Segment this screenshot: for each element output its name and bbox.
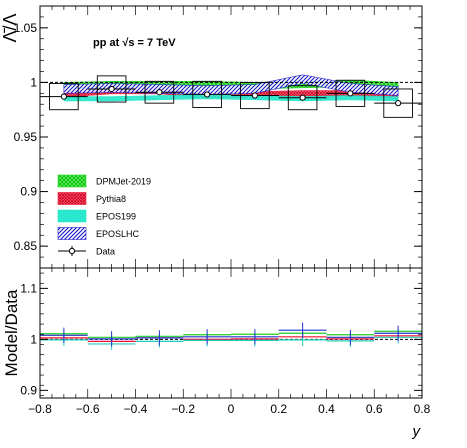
legend-label: DPMJet-2019 (96, 177, 151, 187)
legend-label: Pythia8 (96, 194, 126, 204)
y-tick-label: 0.9 (20, 185, 37, 199)
y-axis-label: Model/Data (2, 289, 21, 376)
bottom-panel: 0.9 1 1.1 −0.8 −0.6 −0.4 −0.2 0 0.2 0.4 0.6 0.8 Mo… (2, 267, 431, 440)
x-axis-ticks: −0.8 −0.6 −0.4 −0.2 0 0.2 0.4 0.6 0.8 (28, 268, 431, 416)
y-axis-ticks: 0.85 0.9 0.95 1 1.05 (14, 5, 422, 269)
data-series (40, 75, 422, 118)
y-tick-label: 1.05 (14, 21, 38, 35)
legend-swatch (57, 192, 87, 205)
ratio-series (40, 322, 422, 351)
y-axis-ticks: 0.9 1 1.1 (20, 272, 422, 397)
data-point (251, 92, 258, 99)
x-axis-ticks (39, 6, 423, 268)
x-tick-label: 0 (228, 402, 235, 416)
data-point (347, 90, 354, 97)
legend-swatch (57, 227, 87, 240)
legend-swatch (57, 174, 87, 188)
plot-frame (39, 267, 423, 399)
energy-annotation: pp at √s = 7 TeV (93, 37, 176, 49)
x-tick-label: −0.4 (124, 402, 148, 416)
x-axis-label: y (412, 423, 422, 440)
x-tick-label: 0.2 (270, 402, 287, 416)
data-point (395, 100, 402, 107)
x-tick-label: 0.8 (414, 402, 431, 416)
model-bands (63, 74, 399, 102)
x-tick-label: −0.2 (171, 402, 195, 416)
x-tick-label: −0.8 (28, 402, 52, 416)
y-tick-label: 1 (30, 75, 37, 89)
x-tick-label: −0.6 (76, 402, 100, 416)
legend-data-marker (68, 247, 76, 255)
data-point (156, 89, 163, 96)
data-point (60, 93, 67, 100)
data-point (108, 85, 115, 93)
data-point (204, 91, 211, 98)
y-tick-label: 0.95 (14, 130, 38, 144)
model-band-eposlhc (63, 74, 399, 96)
top-panel: 0.85 0.9 0.95 1 1.05 Λ̄/Λ pp at √s = 7 TeV D… (0, 5, 423, 269)
y-tick-label: 0.85 (14, 239, 38, 253)
y-axis-label: Λ̄/Λ (0, 13, 20, 42)
y-tick-label: 1 (30, 332, 37, 346)
legend: DPMJet-2019 Pythia8 EPOS199 EPOSLHC Data (57, 174, 151, 257)
legend-label: EPOS199 (96, 212, 136, 222)
y-tick-label: 1.1 (20, 281, 37, 295)
data-point (299, 94, 306, 101)
legend-label: EPOSLHC (96, 229, 140, 239)
legend-swatch (57, 209, 87, 223)
x-tick-label: 0.4 (318, 402, 335, 416)
legend-label: Data (96, 247, 115, 257)
x-tick-label: 0.6 (366, 402, 383, 416)
y-tick-label: 0.9 (20, 383, 37, 397)
